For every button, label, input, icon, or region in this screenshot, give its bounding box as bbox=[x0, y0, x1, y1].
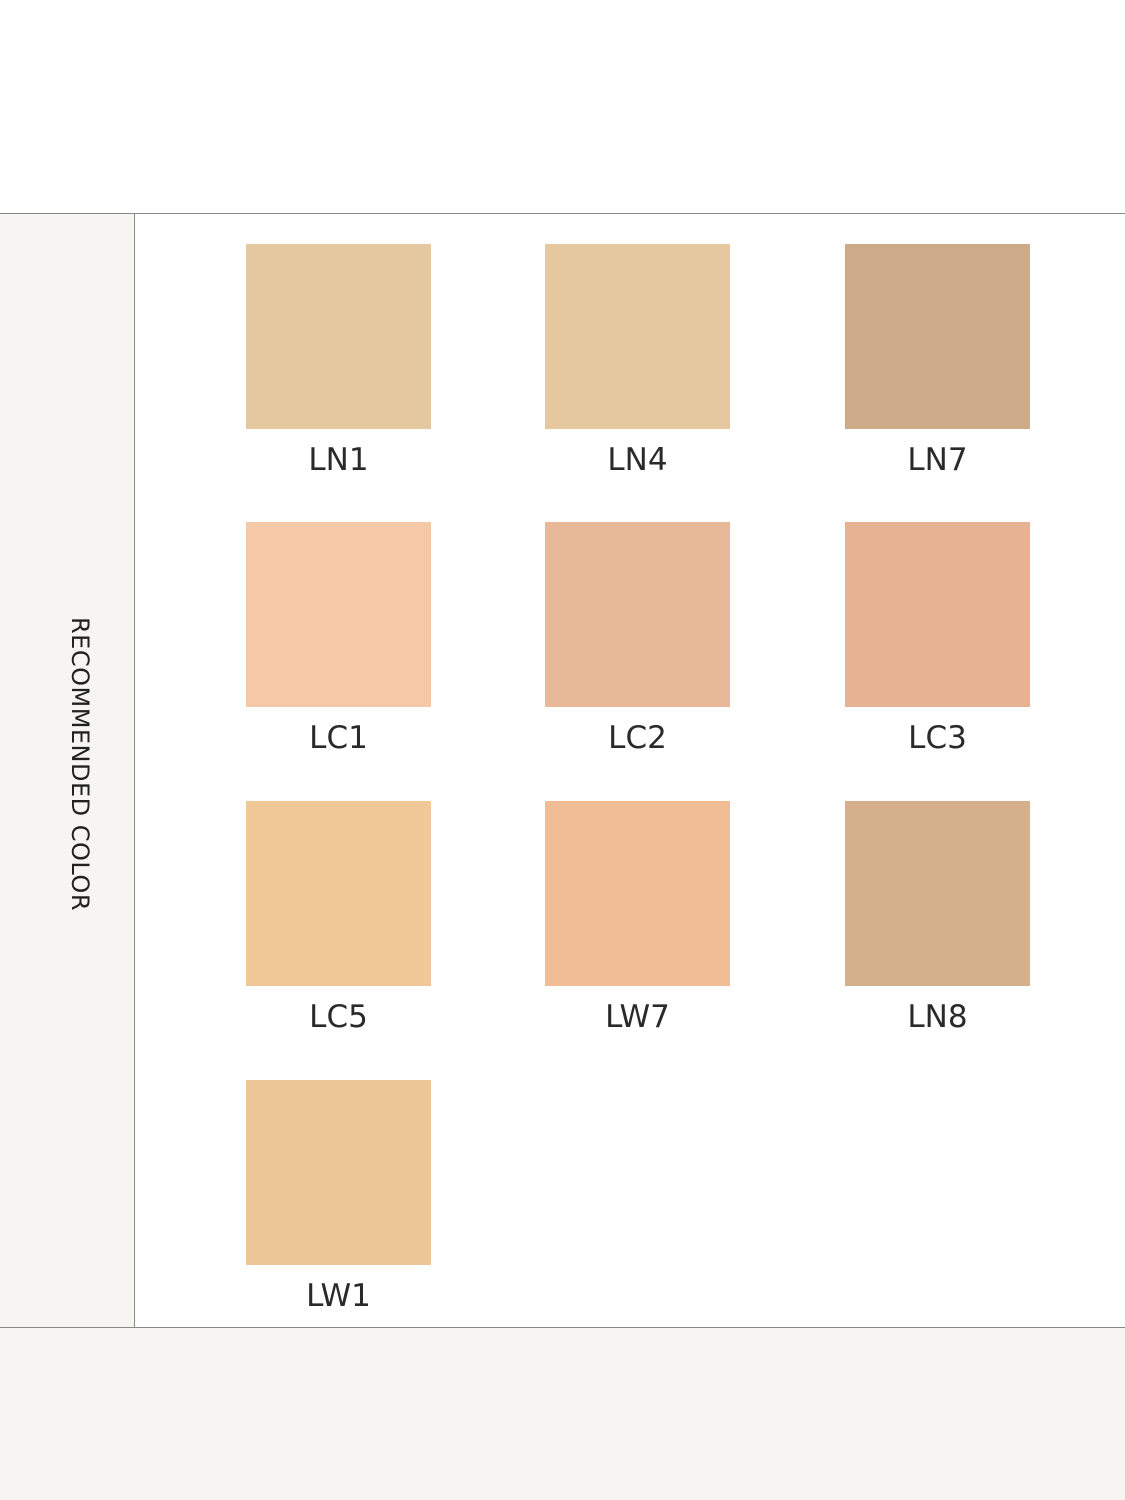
side-column: RECOMMENDED COLOR bbox=[0, 214, 135, 1327]
color-swatch bbox=[845, 801, 1030, 986]
section-label: RECOMMENDED COLOR bbox=[66, 616, 94, 912]
color-swatch bbox=[545, 801, 730, 986]
swatch-label: LW7 bbox=[605, 999, 670, 1035]
color-swatch bbox=[246, 244, 431, 429]
color-swatch bbox=[545, 522, 730, 707]
color-section: RECOMMENDED COLOR LN1 LN4 LN7 LC1 LC2 LC3 LC5 L… bbox=[0, 213, 1125, 1328]
swatch-label: LN8 bbox=[907, 999, 968, 1035]
header-space bbox=[0, 0, 1125, 213]
swatch-label: LW1 bbox=[306, 1278, 371, 1314]
color-swatch bbox=[845, 244, 1030, 429]
color-swatch bbox=[845, 522, 1030, 707]
swatch-label: LC5 bbox=[309, 999, 368, 1035]
color-swatch bbox=[545, 244, 730, 429]
color-swatch bbox=[246, 522, 431, 707]
footer-space bbox=[0, 1328, 1125, 1500]
color-swatch bbox=[246, 1080, 431, 1265]
color-swatch bbox=[246, 801, 431, 986]
swatch-label: LC3 bbox=[908, 720, 967, 756]
swatch-label: LN7 bbox=[907, 442, 968, 478]
swatch-label: LN4 bbox=[607, 442, 668, 478]
swatch-label: LC2 bbox=[608, 720, 667, 756]
swatch-label: LN1 bbox=[308, 442, 369, 478]
swatch-label: LC1 bbox=[309, 720, 368, 756]
